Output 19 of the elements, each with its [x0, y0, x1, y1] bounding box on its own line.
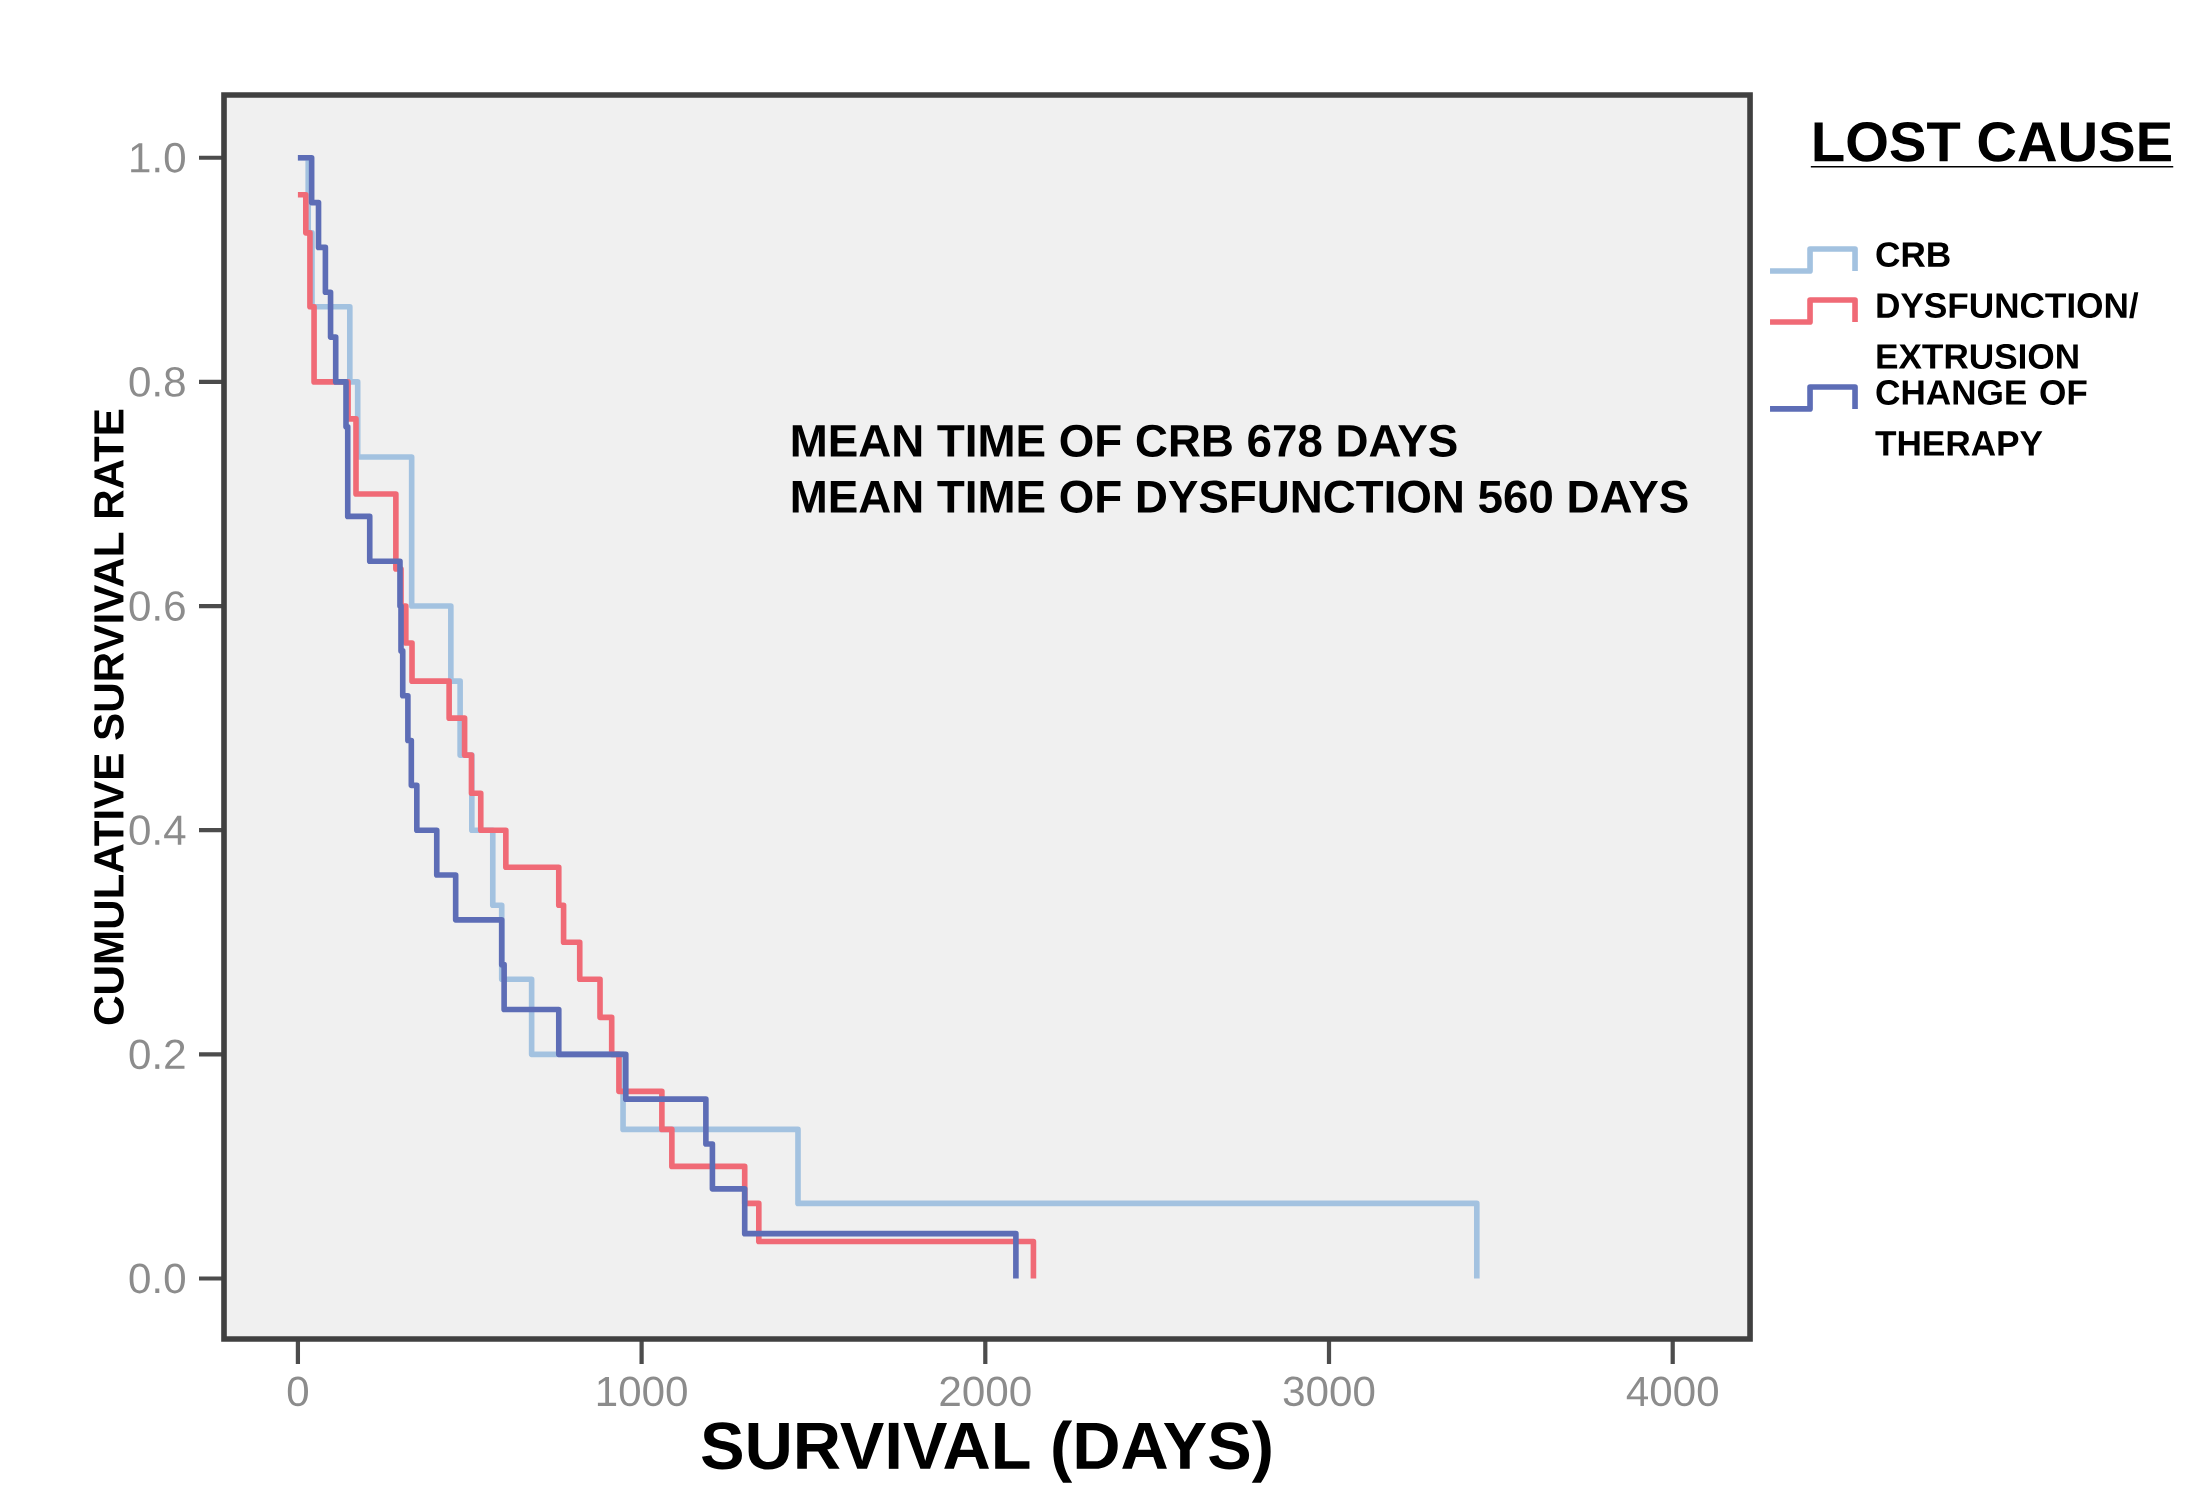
x-tick-label: 4000 [1626, 1376, 1718, 1407]
y-tick-label: 0.8 [129, 366, 185, 397]
legend-title: LOST CAUSE [1814, 121, 2171, 162]
annotation: MEAN TIME OF CRB 678 DAYS [792, 424, 1457, 457]
x-tick-label: 1000 [597, 1376, 687, 1407]
x-tick-label: 3000 [1283, 1376, 1375, 1407]
y-tick-label: 0.0 [129, 1263, 185, 1294]
legend-label: DYSFUNCTION/ EXTRUSION [1877, 292, 2139, 369]
legend-label: CRB [1876, 242, 1950, 267]
y-tick-label: 0.6 [129, 591, 185, 621]
annotation: MEAN TIME OF DYSFUNCTION 560 DAYS [792, 480, 1688, 513]
y-tick-label: 1.0 [131, 142, 185, 173]
x-tick-label: 2000 [940, 1376, 1031, 1407]
y-tick-label: 0.4 [129, 815, 186, 846]
x-axis-title: SURVIVAL (DAYS) [701, 1420, 1271, 1483]
y-axis-title: CUMULATIVE SURVIVAL RATE [93, 409, 124, 1025]
y-tick-label: 0.2 [129, 1039, 185, 1070]
x-tick-label: 0 [287, 1376, 308, 1407]
legend-label: CHANGE OF THERAPY [1875, 380, 2087, 456]
